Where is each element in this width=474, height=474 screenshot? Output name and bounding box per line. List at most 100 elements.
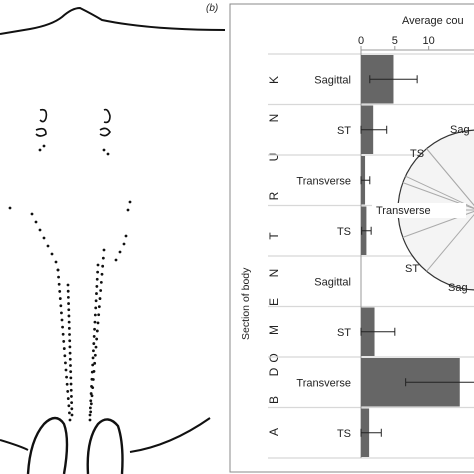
segment-dot	[42, 144, 46, 148]
segment-dot	[34, 220, 38, 224]
segment-dot	[96, 270, 100, 274]
segment-dot	[68, 418, 72, 422]
segment-dot	[64, 361, 67, 365]
segment-dot	[99, 289, 103, 292]
segment-dot	[67, 314, 71, 318]
region-letter: E	[267, 298, 281, 306]
segment-dot	[60, 318, 64, 322]
segment-dot	[68, 411, 71, 415]
segment-dot	[56, 268, 60, 272]
segment-dot	[58, 290, 62, 293]
segment-dot	[69, 370, 73, 374]
segment-dot	[68, 345, 72, 349]
segment-dot	[89, 399, 93, 403]
region-letter: O	[267, 353, 281, 362]
segment-dot	[66, 295, 70, 299]
segment-dot	[126, 208, 130, 212]
wheel-label-ts: TS	[410, 148, 424, 160]
segment-dot	[93, 313, 97, 317]
segment-dot	[92, 349, 95, 353]
segment-dot	[88, 413, 92, 417]
category-label: Sagittal	[314, 74, 351, 86]
segment-dot	[95, 277, 99, 281]
wheel-label-sag-top: Sag	[450, 124, 470, 136]
segment-dot	[67, 326, 71, 330]
segment-dot	[94, 345, 98, 349]
right-sensilla	[99, 108, 111, 137]
segment-dot	[67, 320, 71, 324]
wheel-label-sag-bottom: Sag	[448, 282, 468, 294]
segment-dot	[101, 256, 105, 260]
segment-dot	[62, 347, 66, 350]
segment-dot	[59, 304, 63, 308]
region-letters: K N U R T N E M OD B A	[267, 76, 281, 436]
segment-dot	[64, 368, 68, 372]
region-letter: R	[267, 191, 281, 200]
segment-dot	[65, 382, 69, 386]
segment-dot	[91, 356, 95, 360]
segment-dot	[128, 200, 132, 204]
category-label: Transverse	[296, 377, 351, 389]
segment-dot	[98, 297, 102, 300]
segment-dot	[69, 364, 72, 367]
segment-dot	[88, 406, 92, 410]
segment-dot	[93, 327, 96, 331]
segment-dot	[92, 335, 96, 338]
tail-outline-right	[86, 418, 124, 474]
segment-dot	[95, 337, 99, 341]
region-letter: A	[267, 428, 281, 436]
segment-dot	[95, 329, 99, 333]
region-letter: D	[267, 367, 281, 376]
category-label: Transverse	[296, 175, 351, 187]
segment-dot	[68, 339, 72, 343]
segment-dot	[57, 275, 60, 279]
segment-dot	[54, 260, 58, 264]
panel-label: (b)	[206, 3, 218, 14]
segment-dots	[8, 144, 132, 422]
segment-dot	[69, 388, 73, 392]
category-label: ST	[337, 125, 351, 137]
segment-dot	[42, 236, 46, 240]
x-tick-label: 5	[392, 35, 398, 47]
segment-dot	[91, 363, 95, 367]
segment-dot	[106, 152, 110, 156]
segment-dot	[95, 285, 99, 288]
orientation-wheel: Sag TS Transverse ST Sag	[372, 124, 474, 294]
segment-dot	[101, 264, 105, 268]
segment-dot	[102, 148, 106, 152]
segment-dot	[114, 258, 118, 262]
region-letter: N	[267, 269, 281, 278]
category-label: ST	[337, 327, 351, 339]
region-letter: T	[267, 232, 281, 240]
left-sensilla	[35, 108, 48, 137]
segment-dot	[65, 375, 68, 379]
segment-dot	[57, 282, 61, 286]
panel-b-frame	[229, 3, 474, 473]
segment-dot	[94, 306, 98, 310]
segment-dot	[122, 242, 126, 246]
segment-dot	[8, 206, 12, 210]
segment-dot	[118, 250, 122, 254]
segment-dot	[66, 289, 70, 293]
segment-dot	[66, 390, 70, 393]
x-tick-label: 0	[358, 35, 364, 47]
segment-dot	[97, 305, 101, 309]
segment-dot	[90, 385, 93, 388]
segment-dot	[58, 297, 62, 300]
segment-dot	[95, 292, 98, 295]
segment-dot	[89, 410, 93, 414]
segment-dot	[89, 392, 93, 395]
segment-dot	[68, 351, 72, 355]
segment-dot	[93, 320, 97, 324]
segment-dot	[61, 325, 64, 329]
wheel-spoke	[426, 213, 474, 272]
segment-dot	[100, 272, 104, 276]
segment-dot	[96, 263, 100, 267]
category-label: TS	[337, 428, 351, 440]
segment-dot	[70, 401, 74, 405]
segment-dot	[30, 212, 34, 216]
segment-dot	[46, 244, 50, 248]
segment-dot	[124, 234, 128, 238]
tail-outline-left	[26, 416, 69, 474]
